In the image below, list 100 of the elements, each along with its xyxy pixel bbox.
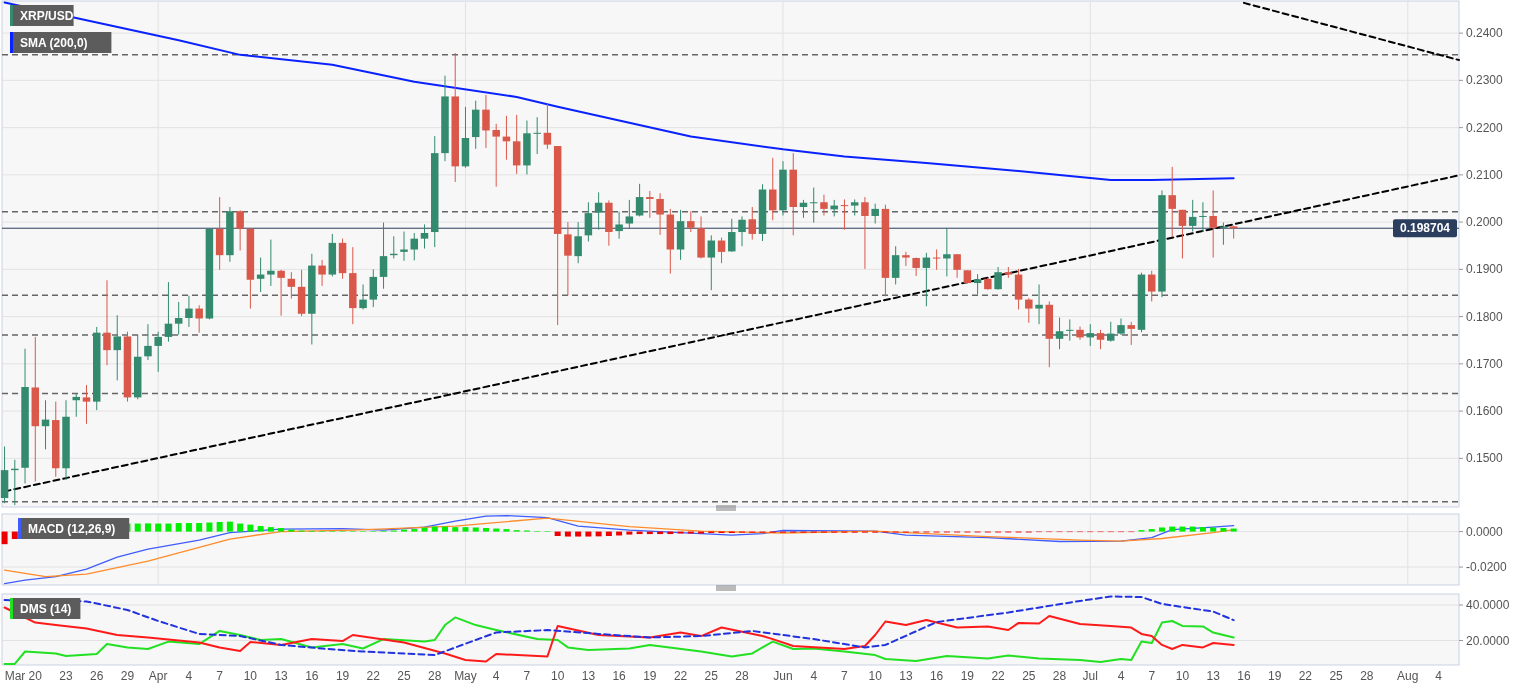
x-tick-label: 4 xyxy=(1117,669,1125,683)
candlestick xyxy=(738,215,746,247)
x-tick-label: Jun xyxy=(773,669,793,683)
bar xyxy=(216,521,223,532)
bar xyxy=(155,523,162,532)
bar xyxy=(175,523,182,532)
candlestick xyxy=(1127,321,1135,346)
bar xyxy=(1210,527,1217,532)
x-tick-label: 22 xyxy=(366,669,381,683)
candlestick xyxy=(1168,166,1176,238)
x-tick-label: 13 xyxy=(581,669,596,683)
candlestick xyxy=(1147,270,1156,302)
candlestick xyxy=(953,253,961,279)
bar xyxy=(1169,526,1176,532)
y-tick-label: 0.1800 xyxy=(1466,309,1504,324)
x-tick-label: 26 xyxy=(90,669,104,683)
candlestick xyxy=(1076,326,1084,341)
x-tick-label: 28 xyxy=(1360,669,1374,683)
candlestick xyxy=(943,227,951,277)
bar xyxy=(472,527,479,532)
candlestick xyxy=(861,196,869,270)
candlestick xyxy=(1219,222,1228,246)
x-tick-label: 16 xyxy=(929,669,944,683)
bar xyxy=(1158,527,1165,532)
x-tick-label: 4 xyxy=(185,669,193,683)
bar xyxy=(278,528,285,532)
candlestick xyxy=(144,323,152,361)
candlestick xyxy=(379,222,388,290)
candlestick xyxy=(82,384,91,425)
x-tick-label: 28 xyxy=(735,669,750,683)
line-series xyxy=(3,606,1235,663)
text: DMS (14) xyxy=(20,601,72,616)
candlestick xyxy=(1096,329,1105,350)
x-tick-label: 4 xyxy=(810,669,818,683)
x-tick-label: 19 xyxy=(643,669,657,683)
bar xyxy=(482,528,489,532)
x-tick-label: 23 xyxy=(59,669,74,683)
candlestick xyxy=(594,191,603,231)
candlestick xyxy=(922,252,931,307)
candlestick xyxy=(1066,318,1074,342)
candlestick xyxy=(103,279,111,366)
bar xyxy=(1,531,8,545)
bar xyxy=(441,526,448,532)
candlestick xyxy=(236,209,244,251)
candlestick xyxy=(994,266,1002,291)
x-tick-label: Jul xyxy=(1082,669,1098,683)
candlestick xyxy=(1178,209,1187,259)
candlestick xyxy=(564,221,572,296)
candlestick xyxy=(871,203,879,225)
candlestick xyxy=(410,232,419,261)
candlestick xyxy=(287,271,296,300)
x-tick-label: 22 xyxy=(673,669,688,683)
bar xyxy=(452,527,459,532)
candlestick xyxy=(174,301,183,336)
x-tick-label: 16 xyxy=(305,669,319,683)
x-tick-label: 10 xyxy=(550,669,565,683)
candlestick xyxy=(318,259,326,287)
ref-line-label: 0.198704 xyxy=(1399,221,1451,236)
x-tick-label: 25 xyxy=(1022,669,1036,683)
x-tick-label: 19 xyxy=(335,669,350,683)
x-tick-label: 7 xyxy=(1148,669,1156,683)
bar xyxy=(134,523,141,532)
bar xyxy=(503,529,510,532)
x-tick-label: May xyxy=(454,669,477,683)
x-tick-label: 25 xyxy=(704,669,719,683)
line-series xyxy=(3,616,1235,665)
bar xyxy=(462,527,469,532)
line-series xyxy=(3,595,1235,657)
x-tick-label: 10 xyxy=(868,669,883,683)
y-tick-label: 0.2300 xyxy=(1466,73,1504,88)
y-tick-label: 0.1900 xyxy=(1466,262,1504,277)
candlestick xyxy=(748,206,757,241)
candlestick xyxy=(615,211,623,240)
candlestick xyxy=(195,304,203,334)
candlestick xyxy=(769,157,777,221)
y-tick-label: 0.0000 xyxy=(1466,524,1504,539)
x-tick-label: 28 xyxy=(1052,669,1067,683)
bar xyxy=(421,527,428,532)
candlestick xyxy=(820,194,828,216)
candlestick xyxy=(267,239,275,287)
x-tick-label: 20 xyxy=(28,669,43,683)
x-tick-label: 10 xyxy=(243,669,258,683)
x-tick-label: 13 xyxy=(274,669,289,683)
x-tick-label: 25 xyxy=(1329,669,1344,683)
x-tick-label: 7 xyxy=(841,669,849,683)
candlestick xyxy=(646,190,654,219)
bar xyxy=(493,528,500,532)
candlestick xyxy=(728,218,736,253)
candlestick xyxy=(687,210,695,233)
bar xyxy=(585,531,592,537)
candlestick xyxy=(656,192,664,236)
bar xyxy=(411,529,418,532)
bar xyxy=(226,521,233,532)
bar xyxy=(1199,527,1206,532)
bar xyxy=(1220,528,1227,532)
y-tick-label: 40.0000 xyxy=(1466,598,1510,613)
x-tick-label: 13 xyxy=(1206,669,1221,683)
y-tick-label: 0.2400 xyxy=(1466,26,1504,41)
x-tick-label: 13 xyxy=(899,669,913,683)
candlestick xyxy=(1117,317,1125,336)
